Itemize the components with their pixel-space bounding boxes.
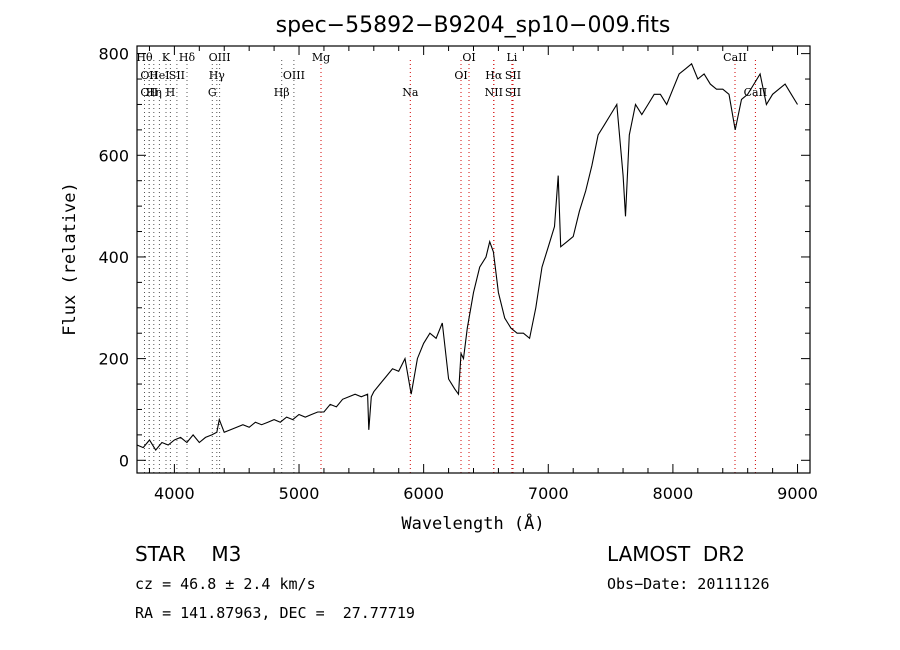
- spectral-line-label: Li: [506, 51, 517, 64]
- spectral-line-label: Hγ: [209, 69, 226, 82]
- spectral-line-label: NII: [485, 86, 503, 99]
- x-tick-label: 9000: [777, 484, 818, 503]
- spectral-line-label: OII: [140, 86, 158, 99]
- spectral-line-label: Na: [402, 86, 419, 99]
- spectral-line-markers: [144, 60, 756, 473]
- plot-frame: [136, 45, 811, 474]
- y-tick-label: 600: [98, 146, 129, 165]
- spectral-line-label: OI: [454, 69, 467, 82]
- spectral-line-label: SII: [505, 86, 521, 99]
- spectral-line-label: Hδ: [179, 51, 196, 64]
- spectral-line-label: OII: [140, 69, 158, 82]
- object-class: STAR M3: [135, 542, 242, 566]
- chart-title: spec−55892−B9204_sp10−009.fits: [276, 13, 671, 38]
- spectrum-line: [136, 62, 798, 452]
- survey-name: LAMOST DR2: [607, 542, 745, 566]
- x-tick-label: 7000: [528, 484, 569, 503]
- spectral-line-label: H: [166, 86, 176, 99]
- spectral-line-label: OIII: [209, 51, 231, 64]
- x-tick-label: 4000: [154, 484, 195, 503]
- y-tick-label: 800: [98, 45, 129, 64]
- y-tick-label: 200: [98, 350, 129, 369]
- spectral-line-label: G: [208, 86, 217, 99]
- spectral-line-label: Mg: [312, 51, 330, 64]
- redshift-readout: cz = 46.8 ± 2.4 km/s: [135, 575, 316, 593]
- spectral-line-label: OI: [462, 51, 475, 64]
- spectral-line-label: SII: [169, 69, 185, 82]
- axis-ticks: 4000 5000 6000 7000 8000 9000 0 200 400 600 800: [98, 45, 817, 503]
- spectral-line-label: HeI: [149, 69, 169, 82]
- x-tick-label: 5000: [279, 484, 320, 503]
- spectral-line-label: Hα: [485, 69, 503, 82]
- x-tick-label: 6000: [403, 484, 444, 503]
- spectral-line-label: CaII: [744, 86, 768, 99]
- y-tick-label: 400: [98, 248, 129, 267]
- y-tick-label: 0: [119, 451, 129, 470]
- spectral-line-label: CaII: [723, 51, 747, 64]
- spectral-line-label: SII: [505, 69, 521, 82]
- spectral-line-label: Hη: [146, 86, 162, 99]
- spectral-line-label: K: [162, 51, 171, 64]
- observation-date: Obs−Date: 20111126: [607, 575, 770, 593]
- spectral-line-label: Hβ: [274, 86, 290, 99]
- coordinates-readout: RA = 141.87963, DEC = 27.77719: [135, 604, 415, 622]
- spectral-line-label: OIII: [283, 69, 305, 82]
- x-tick-label: 8000: [653, 484, 694, 503]
- x-axis-label: Wavelength (Å): [401, 512, 544, 534]
- y-axis-label: Flux (relative): [60, 182, 80, 336]
- spectral-line-labels: HθOIIOIIHηHeIKHSIIHδGHγOIIIHβOIIIMgNaOIO…: [136, 51, 767, 99]
- spectral-line-label: Hθ: [136, 51, 153, 64]
